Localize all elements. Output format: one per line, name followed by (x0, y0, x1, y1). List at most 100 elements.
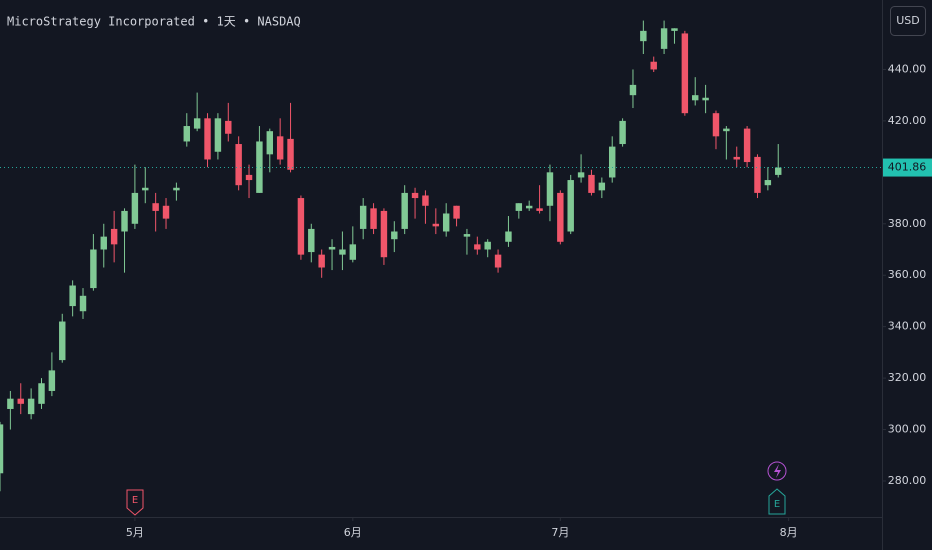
candle-body (754, 156, 761, 193)
y-tick-label: 420.00 (888, 114, 927, 127)
candle-body (0, 424, 4, 474)
earnings-marker-label[interactable]: E (132, 495, 138, 506)
candle-body (702, 97, 709, 101)
candle-body (598, 182, 606, 191)
candle-body (162, 205, 170, 219)
x-tick-label: 5月 (126, 526, 144, 539)
candle-body (453, 205, 460, 219)
candle-body (183, 126, 190, 142)
last-price-label: 401.86 (888, 161, 927, 174)
candle-body (536, 208, 543, 211)
candle-body (245, 174, 253, 181)
y-tick-label: 300.00 (888, 423, 927, 436)
x-tick-label: 6月 (344, 526, 362, 539)
last-price-box (883, 158, 932, 177)
candle-body (38, 383, 45, 404)
event-icon (774, 464, 781, 478)
candle-body (692, 95, 699, 101)
candle-body (142, 187, 149, 191)
candle-body (764, 180, 772, 186)
candle-body (328, 246, 336, 250)
y-tick-label: 440.00 (888, 62, 927, 75)
candle-body (650, 61, 657, 70)
candle-body (432, 223, 440, 227)
y-tick-label: 360.00 (888, 268, 927, 281)
candle-body (733, 156, 740, 160)
candle-body (266, 131, 274, 155)
candle-body (276, 136, 284, 160)
candle-body (173, 187, 180, 191)
earnings-marker[interactable] (126, 489, 144, 516)
candle-body (152, 203, 159, 211)
candle-body (27, 398, 35, 415)
candle-body (640, 30, 647, 42)
chart-title: MicroStrategy Incorporated • 1天 • NASDAQ (7, 15, 301, 29)
candle-body (775, 167, 782, 175)
candle-body (577, 172, 585, 178)
candle-body (121, 210, 128, 232)
y-tick-label: 280.00 (888, 474, 927, 487)
candle-body (608, 146, 616, 178)
earnings-marker-label[interactable]: E (774, 499, 780, 510)
y-tick-label: 320.00 (888, 371, 927, 384)
candle-body (671, 28, 678, 31)
candle-body (225, 120, 232, 134)
candle-body (629, 84, 637, 96)
candle-body (17, 398, 24, 404)
candle-body (339, 249, 346, 255)
candle-body (660, 28, 668, 49)
candle-body (79, 295, 87, 312)
axes: 280.00300.00320.00340.00360.00380.00400.… (126, 62, 932, 539)
candle-body (48, 370, 56, 391)
candle-body (619, 120, 626, 145)
candle-body (743, 128, 751, 163)
x-tick-label: 8月 (780, 526, 798, 539)
candle-body (474, 244, 481, 250)
candle-body (308, 228, 315, 253)
x-tick-label: 7月 (551, 526, 569, 539)
candle-body (90, 249, 97, 289)
candle-body (287, 138, 294, 170)
y-tick-label: 380.00 (888, 217, 927, 230)
candle-body (505, 231, 512, 242)
candle-body (256, 141, 263, 193)
candle-body (546, 172, 554, 206)
candle-body (370, 208, 377, 229)
candle-body (422, 195, 429, 206)
candle-body (297, 198, 305, 255)
candle-body (588, 174, 595, 193)
candle-body (349, 244, 357, 260)
candle-body (494, 254, 502, 268)
candle-body (359, 205, 367, 229)
earnings-marker[interactable] (768, 488, 786, 515)
candle-body (110, 228, 118, 245)
candle-body (515, 203, 523, 211)
candle-body (567, 180, 574, 232)
candle-body (204, 118, 211, 160)
candle-body (411, 192, 419, 199)
candle-body (318, 254, 325, 268)
candle-body (100, 236, 107, 250)
candle-body (681, 33, 689, 114)
candle-body (712, 113, 720, 137)
currency-button[interactable] (890, 6, 926, 36)
currency-label[interactable]: USD (896, 14, 920, 27)
candle-body (193, 118, 201, 129)
candle-body (723, 128, 730, 132)
candle-body (69, 285, 76, 307)
candle-body (380, 210, 388, 258)
candle-body (401, 192, 408, 229)
candle-body (235, 144, 242, 186)
candles (0, 20, 882, 492)
candle-body (7, 398, 14, 409)
candle-body (484, 241, 491, 250)
candle-body (131, 192, 139, 224)
candle-body (525, 205, 533, 209)
candle-body (391, 231, 398, 240)
candle-body (463, 234, 471, 237)
candle-body (442, 213, 450, 232)
y-tick-label: 340.00 (888, 320, 927, 333)
